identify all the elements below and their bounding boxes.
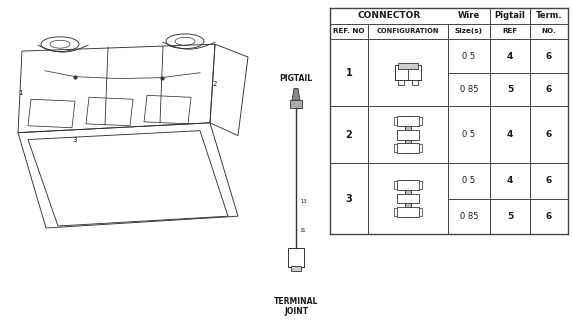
Bar (397, 143, 419, 153)
Text: 3: 3 (345, 194, 352, 204)
Bar (395, 65, 421, 80)
Text: CONFIGURATION: CONFIGURATION (377, 28, 439, 35)
Bar (405, 180, 411, 217)
Polygon shape (292, 88, 300, 100)
Bar (397, 180, 419, 190)
Bar (290, 100, 302, 108)
Text: CONNECTOR: CONNECTOR (358, 11, 420, 20)
Text: 0 85: 0 85 (460, 212, 478, 221)
Text: 1: 1 (345, 68, 352, 78)
Text: 13: 13 (300, 199, 307, 204)
Text: NO.: NO. (542, 28, 557, 35)
Text: 3: 3 (73, 137, 77, 142)
Text: 4: 4 (507, 52, 513, 60)
Text: 2: 2 (213, 81, 217, 86)
Bar (419, 208, 422, 216)
Text: 0 5: 0 5 (462, 130, 475, 139)
Bar (291, 266, 301, 271)
Text: 31: 31 (300, 228, 307, 233)
Text: 6: 6 (546, 85, 552, 94)
Text: 4: 4 (507, 176, 513, 185)
Bar (398, 63, 418, 69)
Text: 0 5: 0 5 (462, 176, 475, 185)
Bar (288, 248, 304, 267)
Bar (394, 208, 397, 216)
Text: PIGTAIL: PIGTAIL (280, 74, 312, 83)
Bar (398, 80, 404, 85)
Text: 6: 6 (546, 176, 552, 185)
Bar (397, 116, 419, 126)
Text: 0 85: 0 85 (460, 85, 478, 94)
Bar (419, 117, 422, 125)
Text: 2: 2 (345, 130, 352, 140)
Text: 4: 4 (507, 130, 513, 139)
Bar (397, 207, 419, 217)
Text: TERMINAL
JOINT: TERMINAL JOINT (274, 297, 318, 316)
Text: 6: 6 (546, 52, 552, 60)
Text: Size(s): Size(s) (455, 28, 483, 35)
Text: REF: REF (502, 28, 518, 35)
Text: Wire: Wire (458, 11, 480, 20)
Bar (397, 194, 419, 204)
Bar (397, 130, 419, 140)
Bar (394, 144, 397, 152)
Bar (412, 80, 418, 85)
Bar (394, 117, 397, 125)
Bar (419, 181, 422, 189)
Text: 5: 5 (507, 212, 513, 221)
Text: 6: 6 (546, 130, 552, 139)
Text: Pigtail: Pigtail (495, 11, 526, 20)
Bar (419, 144, 422, 152)
Text: Term.: Term. (536, 11, 562, 20)
Text: REF. NO: REF. NO (333, 28, 365, 35)
Bar (405, 116, 411, 153)
Text: 1: 1 (18, 90, 22, 96)
Text: 6: 6 (546, 212, 552, 221)
Text: 5: 5 (507, 85, 513, 94)
Bar (394, 181, 397, 189)
Text: 0 5: 0 5 (462, 52, 475, 60)
